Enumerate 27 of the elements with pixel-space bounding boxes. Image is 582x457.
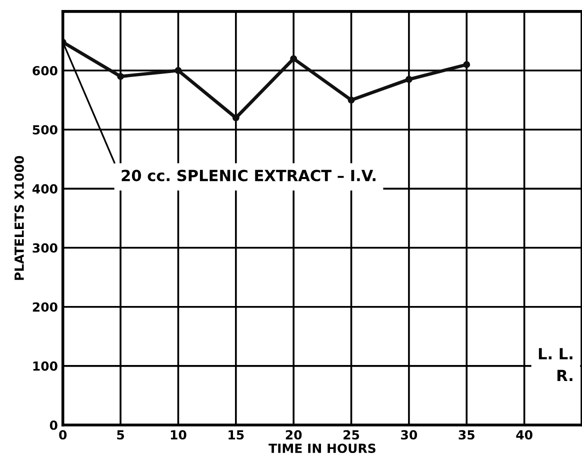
y-tick-label: 300	[32, 243, 58, 253]
point	[348, 96, 355, 104]
y-tick-label: 100	[33, 361, 58, 371]
x-tick-label: 0	[59, 430, 67, 440]
point	[405, 76, 412, 83]
x-tick-label: 20	[286, 430, 302, 440]
x-axis-title: TIME IN HOURS	[268, 444, 376, 454]
point	[290, 55, 298, 62]
y-axis-title: PLATELETS X1000	[14, 156, 24, 280]
y-tick-label: 400	[32, 184, 58, 194]
annotation: 20 cc. SPLENIC EXTRACT – I.V.	[122, 170, 376, 182]
x-tick-label: 25	[344, 430, 360, 440]
x-tick-label: 35	[458, 430, 474, 440]
x-tick-label: 10	[170, 430, 186, 440]
y-tick-label: 500	[32, 125, 58, 135]
x-tick-label: 15	[228, 430, 244, 440]
y-tick-label: 0	[50, 420, 58, 430]
point	[174, 67, 182, 74]
annotation: L. L. R.	[538, 348, 572, 382]
x-tick-label: 30	[401, 430, 418, 440]
y-tick-label: 200	[32, 302, 58, 312]
y-tick-label: 600	[32, 66, 58, 76]
x-tick-label: 40	[516, 430, 532, 440]
point	[232, 114, 240, 122]
x-tick-label: 5	[117, 430, 124, 440]
point	[117, 72, 124, 80]
point	[463, 61, 470, 68]
